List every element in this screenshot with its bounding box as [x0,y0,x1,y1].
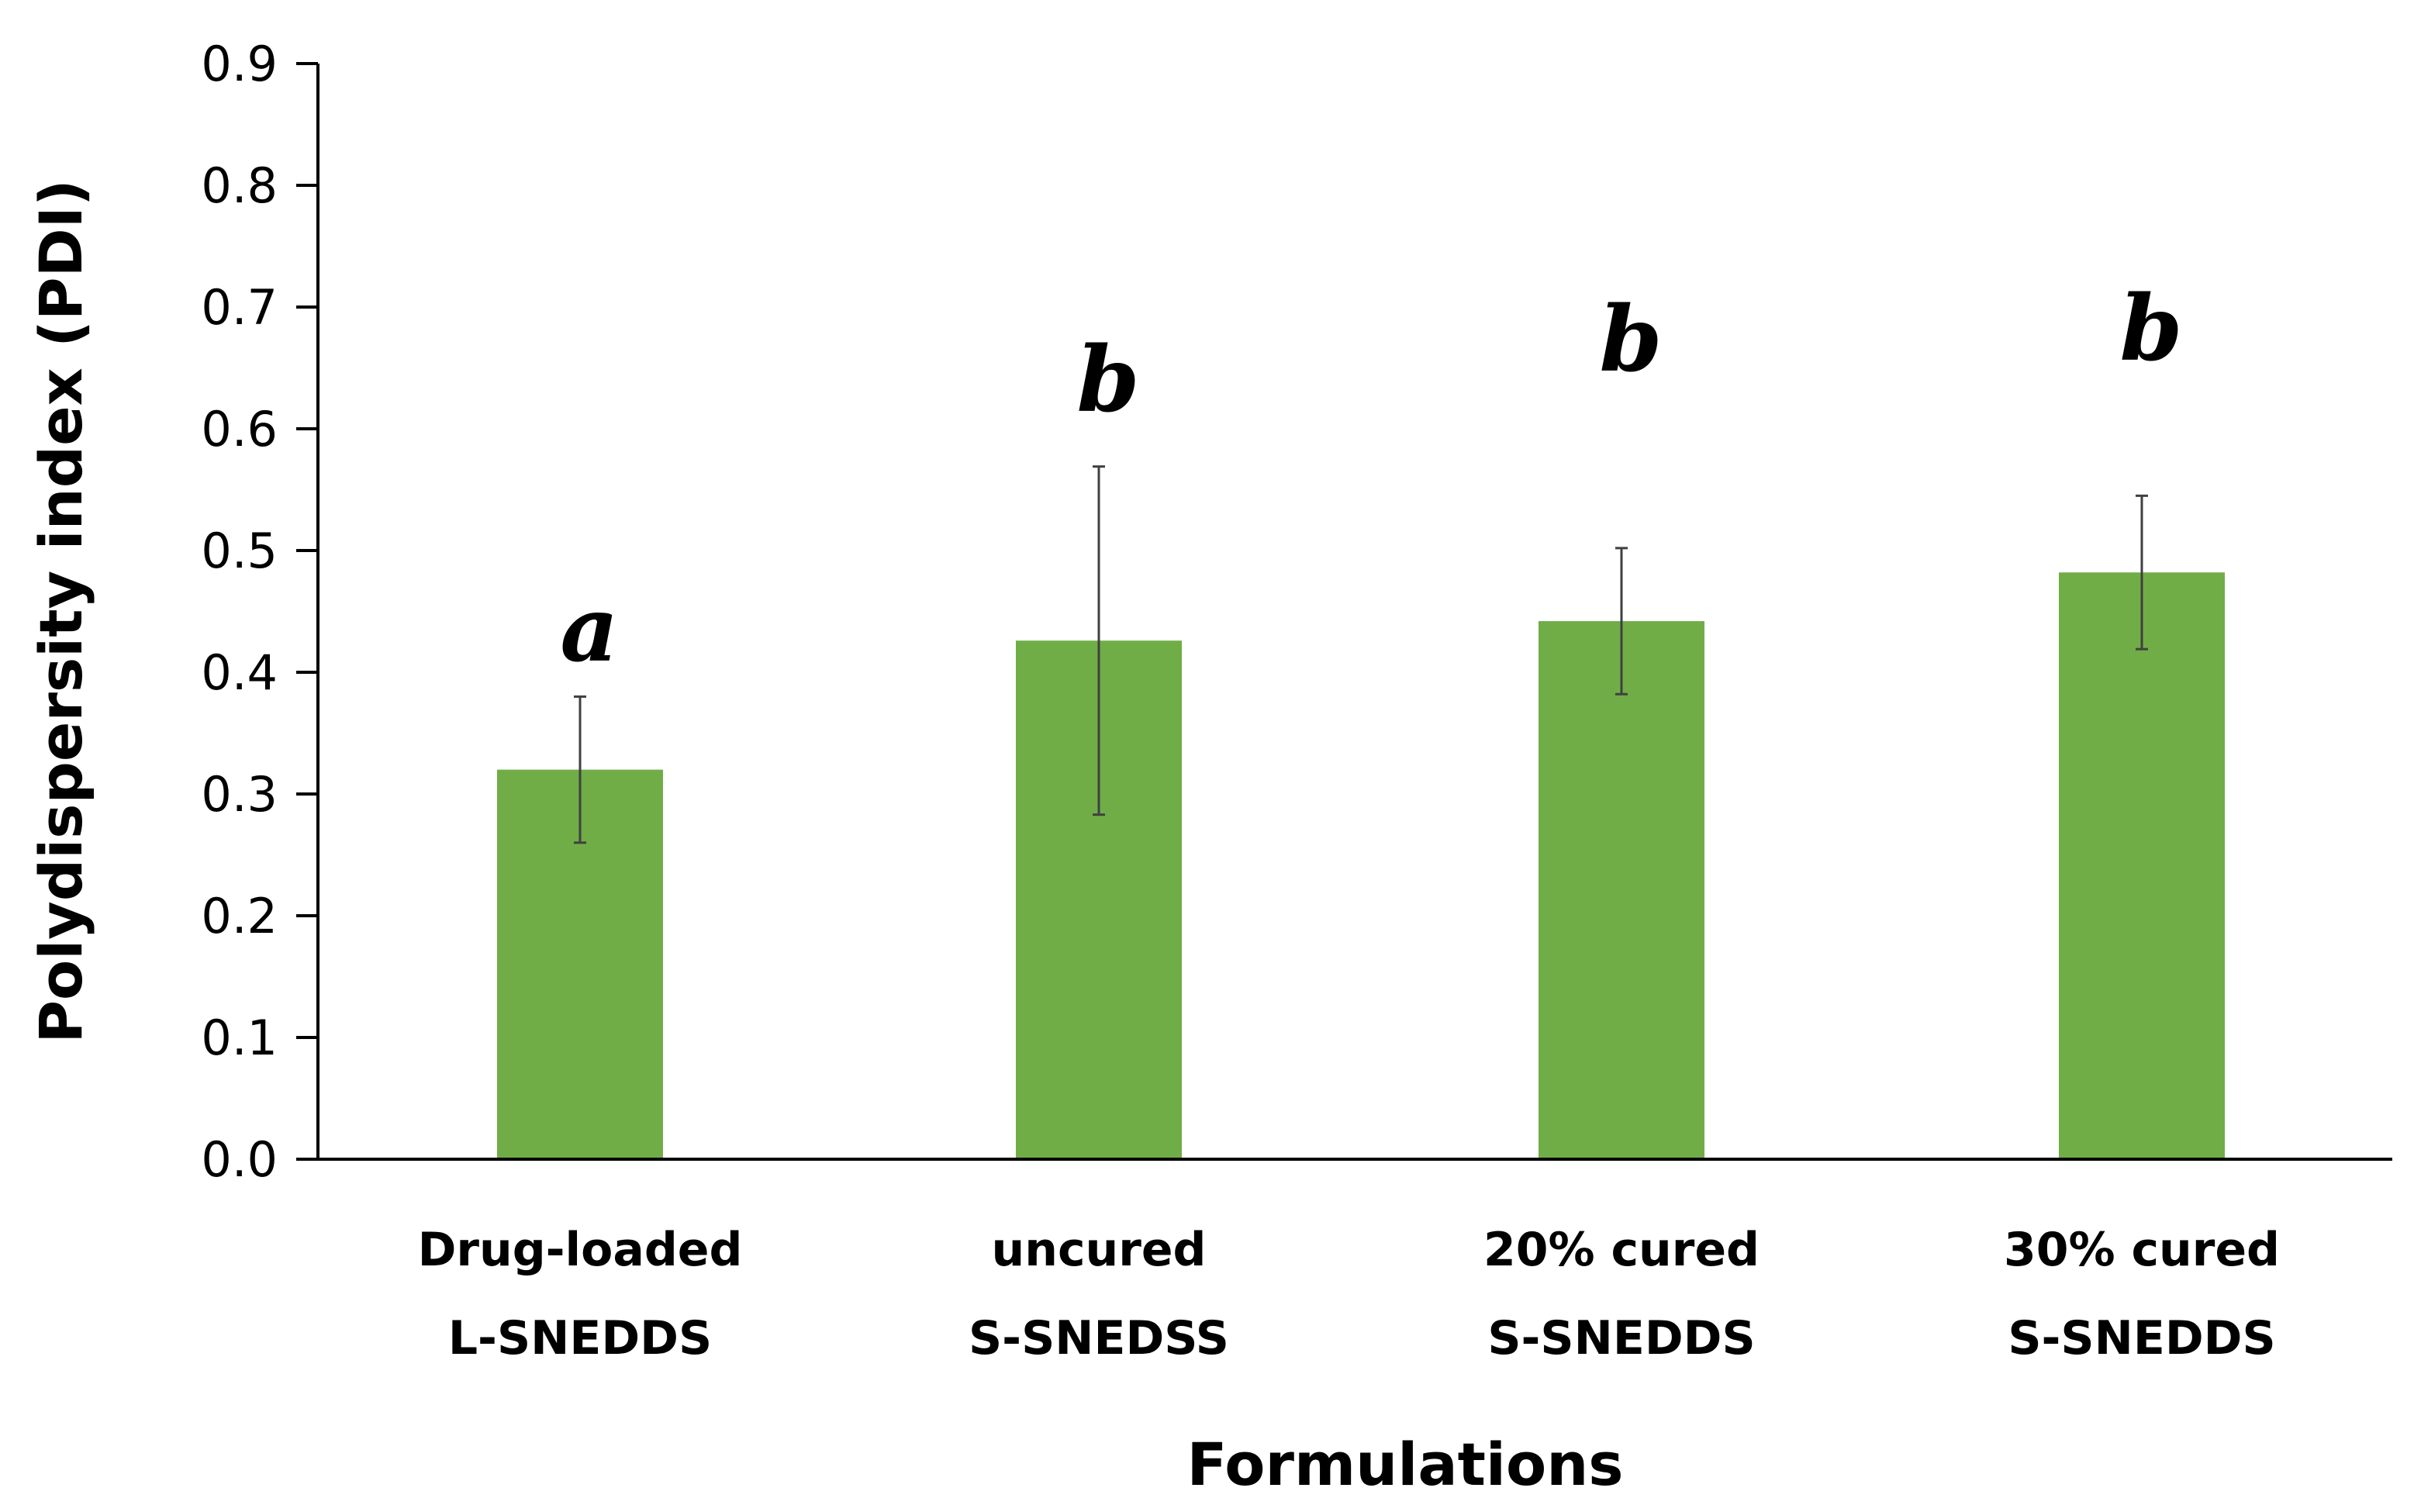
x-category-label: S-SNEDSS [969,1311,1229,1365]
x-category-label: S-SNEDDS [2008,1311,2275,1365]
x-category-label: L-SNEDDS [448,1311,712,1365]
significance-letters-layer: a b b b [560,276,2182,682]
error-bar [2136,494,2148,651]
x-category-label: 20% cured [1483,1223,1760,1277]
y-axis-ticks: 0.0 0.1 0.2 0.3 0.4 0.5 0.6 0.7 0.8 0.9 [201,36,318,1188]
error-bars-layer [574,465,2148,844]
y-tick-label: 0.8 [201,157,278,214]
y-tick-label: 0.5 [201,523,278,579]
significance-letter: b [1076,327,1139,433]
error-bar [1093,465,1105,816]
y-tick-label: 0.4 [201,644,278,701]
y-tick-label: 0.3 [201,766,278,823]
bars-layer [497,572,2225,1159]
y-tick-label: 0.9 [201,36,278,92]
significance-letter: a [560,577,618,682]
axes-layer [316,64,2392,1161]
y-tick-label: 0.2 [201,888,278,944]
y-axis-title: Polydispersity index (PDI) [26,179,95,1043]
x-axis-category-labels: Drug-loaded L-SNEDDS uncured S-SNEDSS 20% cu… [418,1223,2280,1365]
y-tick-label: 0.0 [201,1131,278,1188]
significance-letter: b [1599,287,1662,392]
x-category-label: 30% cured [2004,1223,2280,1277]
significance-letter: b [2119,276,2182,381]
y-tick-label: 0.7 [201,279,278,336]
bar [2059,572,2225,1159]
x-category-label: uncured [992,1223,1207,1277]
y-tick-label: 0.6 [201,401,278,457]
y-axis-title-group: Polydispersity index (PDI) [26,179,95,1043]
bar [1539,621,1704,1159]
error-bar [574,695,586,844]
y-tick-label: 0.1 [201,1010,278,1066]
x-category-label: S-SNEDDS [1487,1311,1755,1365]
error-bar [1615,547,1628,696]
x-axis-title: Formulations [1186,1430,1623,1499]
x-category-label: Drug-loaded [418,1223,743,1277]
